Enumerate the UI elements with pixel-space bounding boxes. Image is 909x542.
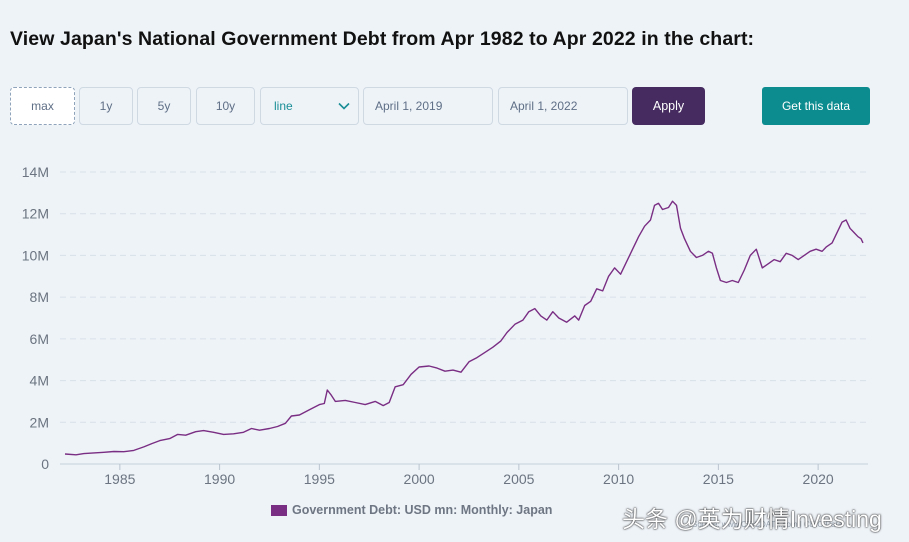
- x-tick-label: 2000: [404, 471, 435, 487]
- range-max-button[interactable]: max: [10, 87, 75, 125]
- y-tick-label: 6M: [30, 331, 49, 347]
- page-title: View Japan's National Government Debt fr…: [10, 28, 755, 50]
- chart-type-select[interactable]: line: [260, 87, 359, 125]
- legend-label: Government Debt: USD mn: Monthly: Japan: [292, 503, 553, 517]
- legend-swatch: [271, 504, 287, 516]
- x-tick-label: 2005: [503, 471, 534, 487]
- series-line[interactable]: [64, 200, 864, 456]
- range-1y-button[interactable]: 1y: [79, 87, 133, 125]
- chart-legend[interactable]: Government Debt: USD mn: Monthly: Japan: [271, 503, 552, 517]
- start-date-input[interactable]: April 1, 2019: [363, 87, 493, 125]
- chevron-down-icon: [338, 102, 350, 110]
- y-tick-label: 8M: [30, 289, 49, 305]
- y-tick-label: 12M: [22, 206, 49, 222]
- y-tick-label: 2M: [30, 414, 49, 430]
- x-tick-label: 2020: [803, 471, 834, 487]
- x-tick-label: 1985: [104, 471, 135, 487]
- x-tick-label: 2010: [603, 471, 634, 487]
- range-10y-button[interactable]: 10y: [196, 87, 255, 125]
- y-tick-label: 0: [41, 456, 49, 472]
- range-5y-button[interactable]: 5y: [137, 87, 191, 125]
- get-data-button[interactable]: Get this data: [762, 87, 870, 125]
- x-tick-label: 2015: [703, 471, 734, 487]
- x-tick-label: 1995: [304, 471, 335, 487]
- y-tick-label: 4M: [30, 373, 49, 389]
- y-tick-label: 10M: [22, 247, 49, 263]
- apply-button[interactable]: Apply: [632, 87, 705, 125]
- watermark-text: 头条 @英为财情Investing: [622, 506, 882, 532]
- chart-type-value: line: [274, 99, 293, 113]
- source-note: Source: www.CEICDATA.com | CEIC Data: [692, 520, 843, 529]
- end-date-input[interactable]: April 1, 2022: [498, 87, 628, 125]
- y-tick-label: 14M: [22, 164, 49, 180]
- x-tick-label: 1990: [204, 471, 235, 487]
